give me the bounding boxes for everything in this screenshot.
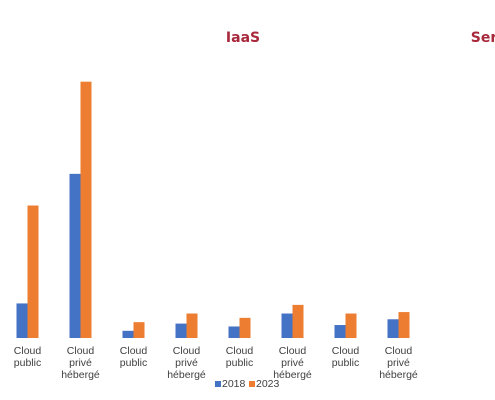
category-label-line: public bbox=[332, 357, 359, 369]
category-label-line: privé bbox=[175, 357, 198, 369]
category-label-6: Cloud privé hébergé bbox=[273, 345, 312, 381]
bar-2018-7 bbox=[334, 325, 346, 338]
category-label-3: Cloud public bbox=[120, 345, 148, 369]
bar-2018-1 bbox=[16, 303, 28, 338]
category-label-line: hébergé bbox=[61, 369, 100, 381]
section-titles: IaaS Ser bbox=[226, 30, 495, 46]
category-label-line: Cloud bbox=[279, 345, 307, 357]
bar-2023-7 bbox=[345, 313, 357, 338]
category-label-line: hébergé bbox=[167, 369, 206, 381]
category-label-7: Cloud public bbox=[332, 345, 360, 369]
section-title-1: Ser bbox=[471, 30, 495, 46]
bar-2023-4 bbox=[186, 313, 198, 338]
category-labels: CloudprivéhébergéCloudpublicCloudprivéhé… bbox=[14, 345, 418, 381]
category-label-4: Cloud privé hébergé bbox=[167, 345, 206, 381]
category-label-line: hébergé bbox=[273, 369, 312, 381]
category-label-line: privé bbox=[69, 357, 92, 369]
category-label-line: public bbox=[120, 357, 147, 369]
bar-2023-2 bbox=[80, 81, 92, 339]
bar-2023-3 bbox=[133, 322, 145, 338]
category-label-line: public bbox=[226, 357, 253, 369]
bar-2018-6 bbox=[281, 313, 293, 338]
legend-label-2018: 2018 bbox=[222, 378, 246, 390]
category-label-2: Cloud privé hébergé bbox=[61, 345, 100, 381]
category-label-line: Cloud bbox=[226, 345, 254, 357]
bar-2018-4 bbox=[175, 323, 187, 338]
category-label-line: Cloud bbox=[14, 345, 42, 357]
category-label-8: Cloud privé hébergé bbox=[379, 345, 418, 381]
bar-2018-8 bbox=[387, 319, 399, 338]
section-title-0: IaaS bbox=[226, 30, 260, 46]
category-label-5: Cloud public bbox=[226, 345, 254, 369]
legend-swatch-2023 bbox=[249, 381, 255, 387]
bar-2023-5 bbox=[239, 317, 251, 338]
category-label-line: hébergé bbox=[379, 369, 418, 381]
category-label-line: privé bbox=[281, 357, 304, 369]
category-label-line: Cloud bbox=[67, 345, 95, 357]
bar-2018-3 bbox=[122, 330, 134, 338]
category-label-line: Cloud bbox=[332, 345, 360, 357]
category-label-line: privé bbox=[387, 357, 410, 369]
bars bbox=[16, 81, 410, 339]
category-label-line: Cloud bbox=[120, 345, 148, 357]
category-label-line: Cloud bbox=[173, 345, 201, 357]
legend: 2018 2023 bbox=[215, 378, 280, 390]
bar-2018-2 bbox=[69, 173, 81, 338]
category-label-line: Cloud bbox=[385, 345, 413, 357]
bar-2023-8 bbox=[398, 312, 410, 338]
legend-label-2023: 2023 bbox=[256, 378, 280, 390]
legend-swatch-2018 bbox=[215, 381, 221, 387]
bar-2023-6 bbox=[292, 304, 304, 338]
category-label-1: Cloud public bbox=[14, 345, 42, 369]
category-label-line: public bbox=[14, 357, 41, 369]
bar-2023-1 bbox=[27, 205, 39, 338]
bar-2018-5 bbox=[228, 326, 240, 338]
